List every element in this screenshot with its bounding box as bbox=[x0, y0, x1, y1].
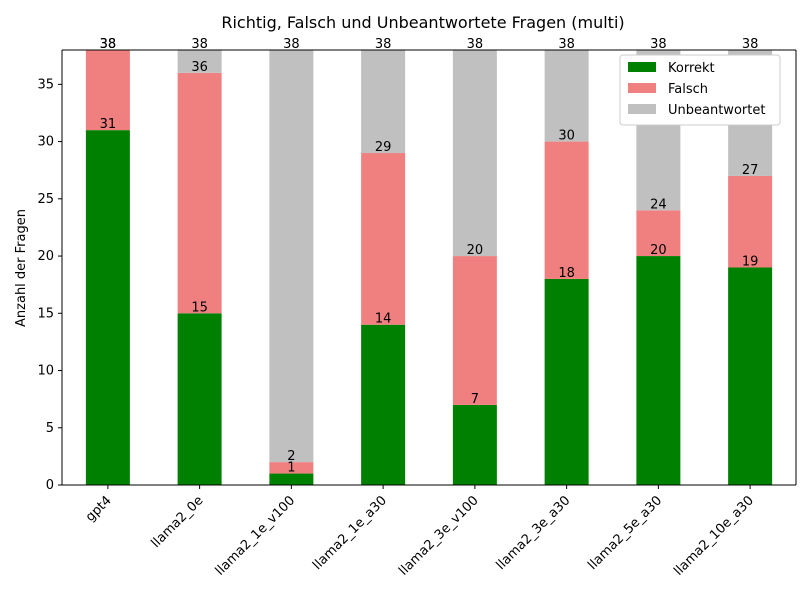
bar-label-korrekt-llama2_3e_a30: 18 bbox=[558, 266, 575, 281]
y-tick-label: 20 bbox=[37, 249, 54, 264]
bar-label-unbeantwortet-llama2_1e_a30: 38 bbox=[375, 37, 392, 52]
bar-label-falsch-llama2_5e_a30: 24 bbox=[650, 197, 667, 212]
bar-label-unbeantwortet-llama2_10e_a30: 38 bbox=[742, 37, 759, 52]
x-tick-label-llama2_10e_a30: llama2_10e_a30 bbox=[671, 493, 757, 579]
y-axis-label: Anzahl der Fragen bbox=[14, 209, 29, 327]
bar-falsch-gpt4 bbox=[85, 50, 130, 131]
bar-label-korrekt-llama2_10e_a30: 19 bbox=[742, 255, 759, 270]
y-tick-label: 0 bbox=[46, 478, 54, 493]
x-tick-label-llama2_3e_a30: llama2_3e_a30 bbox=[494, 493, 574, 573]
x-tick-label-llama2_5e_a30: llama2_5e_a30 bbox=[585, 493, 665, 573]
x-tick-label-llama2_3e_v100: llama2_3e_v100 bbox=[396, 493, 481, 578]
bar-label-korrekt-llama2_1e_v100: 1 bbox=[287, 461, 295, 476]
bar-label-unbeantwortet-llama2_1e_v100: 38 bbox=[283, 37, 300, 52]
legend-swatch-unbeantwortet bbox=[628, 104, 656, 114]
axes-group bbox=[61, 49, 797, 486]
bar-korrekt-llama2_1e_v100 bbox=[269, 473, 314, 485]
bar-label-unbeantwortet-llama2_5e_a30: 38 bbox=[650, 37, 667, 52]
bar-falsch-llama2_1e_a30 bbox=[361, 153, 406, 325]
bar-label-korrekt-llama2_3e_v100: 7 bbox=[471, 392, 479, 407]
bar-korrekt-llama2_10e_a30 bbox=[728, 267, 773, 485]
bar-label-unbeantwortet-gpt4: 38 bbox=[100, 37, 117, 52]
legend-label-korrekt: Korrekt bbox=[668, 61, 715, 76]
bar-unbeantwortet-llama2_1e_v100 bbox=[269, 50, 314, 463]
bar-falsch-llama2_5e_a30 bbox=[636, 210, 681, 257]
bar-label-falsch-llama2_10e_a30: 27 bbox=[742, 163, 759, 178]
bar-label-falsch-llama2_3e_v100: 20 bbox=[467, 243, 484, 258]
bar-label-unbeantwortet-llama2_3e_v100: 38 bbox=[467, 37, 484, 52]
x-tick-label-gpt4: gpt4 bbox=[83, 493, 115, 525]
legend: Korrekt Falsch Unbeantwortet bbox=[619, 54, 781, 126]
bar-unbeantwortet-llama2_0e bbox=[177, 50, 222, 73]
bar-label-falsch-llama2_1e_a30: 29 bbox=[375, 140, 392, 155]
bar-falsch-llama2_3e_a30 bbox=[544, 141, 589, 279]
bar-unbeantwortet-llama2_3e_a30 bbox=[544, 50, 589, 142]
bar-label-falsch-llama2_3e_a30: 30 bbox=[558, 129, 575, 144]
legend-label-falsch: Falsch bbox=[668, 82, 708, 97]
bar-korrekt-llama2_5e_a30 bbox=[636, 256, 681, 485]
bar-label-korrekt-gpt4: 31 bbox=[100, 117, 117, 132]
bars-group bbox=[85, 50, 773, 485]
x-tick-label-llama2_0e: llama2_0e bbox=[149, 493, 207, 551]
bar-falsch-llama2_10e_a30 bbox=[728, 175, 773, 268]
y-tick-label: 25 bbox=[37, 192, 54, 207]
x-ticks-group: gpt4 llama2_0e llama2_1e_v100 llama2_1e_a30… bbox=[83, 485, 757, 579]
y-ticks-group: 0 5 10 15 20 25 30 35 bbox=[37, 77, 62, 493]
bar-label-falsch-llama2_0e: 36 bbox=[191, 60, 208, 75]
bar-unbeantwortet-llama2_1e_a30 bbox=[361, 50, 406, 154]
x-tick-label-llama2_1e_a30: llama2_1e_a30 bbox=[310, 493, 390, 573]
x-tick-label-llama2_1e_v100: llama2_1e_v100 bbox=[213, 493, 298, 578]
y-tick-label: 35 bbox=[37, 77, 54, 92]
bar-falsch-llama2_3e_v100 bbox=[452, 256, 497, 405]
bar-labels-group: 31 15 1 14 7 18 20 19 38 36 2 29 20 30 24 27 38 38 38 38 38 3… bbox=[100, 37, 759, 476]
chart-title: Richtig, Falsch und Unbeantwortete Frage… bbox=[221, 13, 624, 32]
legend-label-unbeantwortet: Unbeantwortet bbox=[668, 103, 765, 118]
bar-korrekt-llama2_3e_a30 bbox=[544, 278, 589, 485]
legend-swatch-korrekt bbox=[628, 62, 656, 72]
bar-unbeantwortet-llama2_3e_v100 bbox=[452, 50, 497, 257]
y-tick-label: 30 bbox=[37, 135, 54, 150]
bar-label-falsch-gpt4: 38 bbox=[100, 37, 117, 52]
bar-korrekt-gpt4 bbox=[85, 130, 130, 485]
bar-label-korrekt-llama2_1e_a30: 14 bbox=[375, 312, 392, 327]
y-tick-label: 10 bbox=[37, 364, 54, 379]
bar-label-korrekt-llama2_0e: 15 bbox=[191, 300, 208, 315]
bar-label-unbeantwortet-llama2_3e_a30: 38 bbox=[558, 37, 575, 52]
bar-korrekt-llama2_1e_a30 bbox=[361, 324, 406, 485]
legend-box bbox=[619, 54, 781, 126]
bar-korrekt-llama2_3e_v100 bbox=[452, 404, 497, 485]
legend-swatch-falsch bbox=[628, 83, 656, 93]
bar-korrekt-llama2_0e bbox=[177, 313, 222, 485]
y-tick-label: 15 bbox=[37, 306, 54, 321]
bar-label-falsch-llama2_1e_v100: 2 bbox=[287, 449, 295, 464]
bar-label-korrekt-llama2_5e_a30: 20 bbox=[650, 243, 667, 258]
y-tick-label: 5 bbox=[46, 421, 54, 436]
bar-falsch-llama2_1e_v100 bbox=[269, 462, 314, 474]
bar-label-unbeantwortet-llama2_0e: 38 bbox=[191, 37, 208, 52]
bar-falsch-llama2_0e bbox=[177, 72, 222, 314]
